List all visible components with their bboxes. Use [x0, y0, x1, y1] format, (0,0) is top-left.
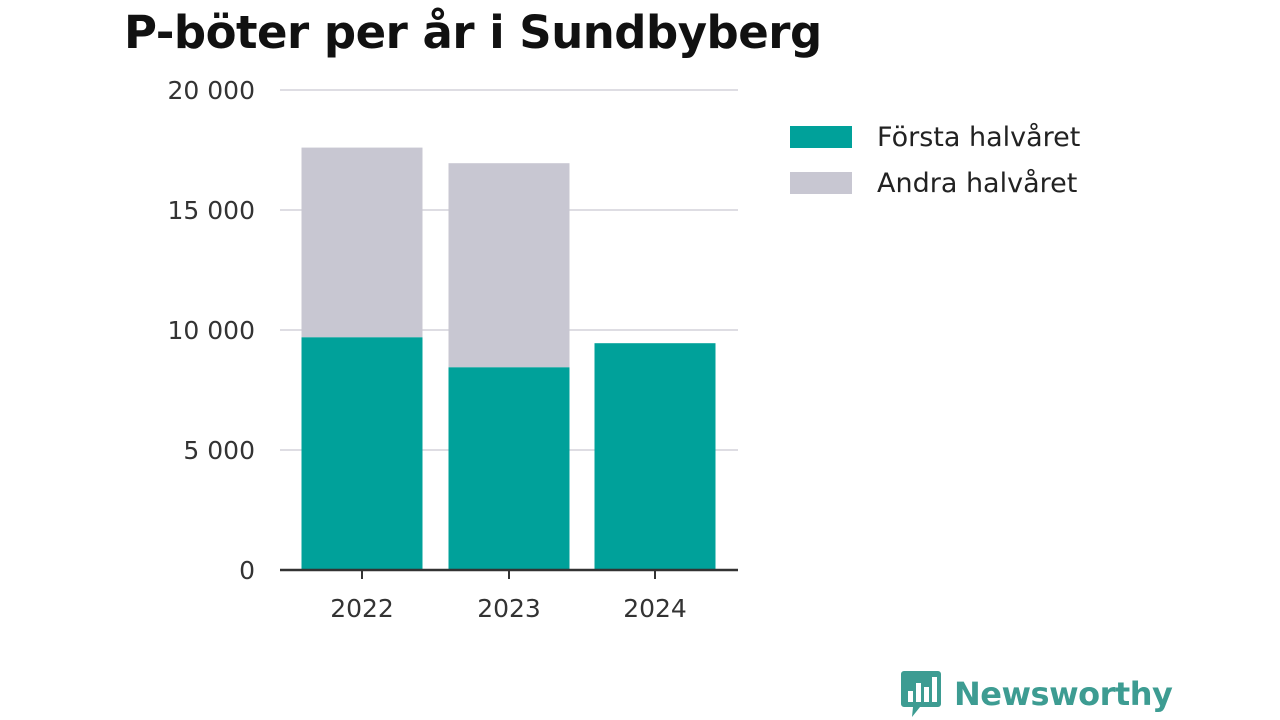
bar-2022-series-0 [301, 337, 423, 570]
x-tick-labels: 2022 2023 2024 [330, 594, 687, 623]
y-tick-labels: 0 5 000 10 000 15 000 20 000 [168, 76, 255, 585]
y-tick-label: 20 000 [168, 76, 255, 105]
brand-logo: Newsworthy [900, 668, 1173, 720]
brand-name: Newsworthy [954, 675, 1173, 713]
legend-swatch-second-half [790, 172, 852, 194]
bar-2023-series-0 [448, 367, 570, 570]
bar-2023-series-1 [448, 163, 570, 368]
x-tick-label: 2023 [477, 594, 541, 623]
x-axis [280, 568, 738, 579]
bar-2024-series-0 [594, 343, 716, 570]
legend: Första halvåret Andra halvåret [790, 114, 1080, 206]
y-tick-label: 15 000 [168, 196, 255, 225]
legend-item-first-half: Första halvåret [790, 114, 1080, 160]
legend-label-first-half: Första halvåret [877, 121, 1081, 153]
legend-item-second-half: Andra halvåret [790, 160, 1080, 206]
y-tick-label: 0 [239, 556, 255, 585]
bars [301, 147, 716, 570]
chart-title: P-böter per år i Sundbyberg [124, 6, 822, 59]
legend-swatch-first-half [790, 126, 852, 148]
x-tick-label: 2022 [330, 594, 394, 623]
legend-label-second-half: Andra halvåret [877, 167, 1078, 199]
bar-chart-speech-bubble-icon [901, 671, 941, 717]
y-tick-label: 5 000 [183, 436, 255, 465]
bar-2022-series-1 [301, 147, 423, 338]
x-tick-label: 2024 [623, 594, 687, 623]
y-tick-label: 10 000 [168, 316, 255, 345]
